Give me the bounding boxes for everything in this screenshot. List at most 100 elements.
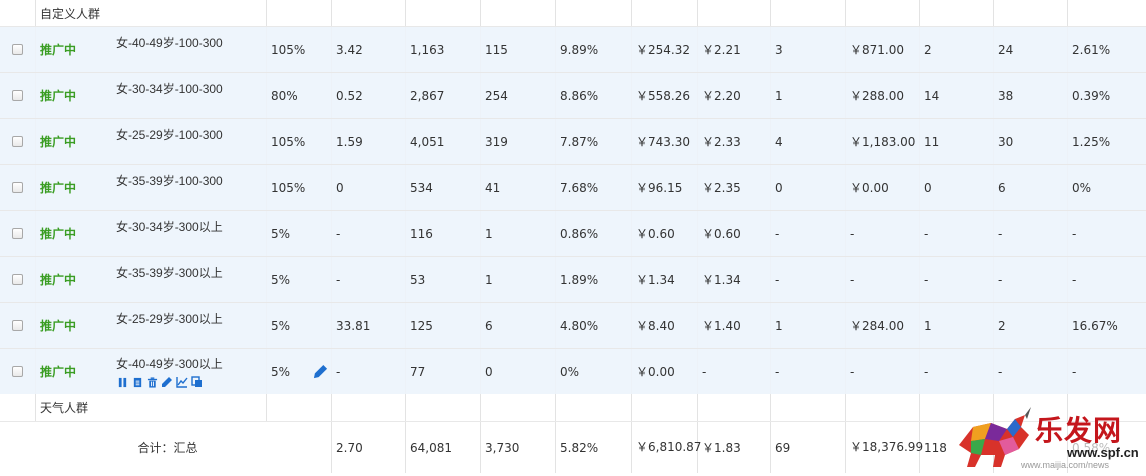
status-text: 推广中 <box>40 135 77 149</box>
status-text: 推广中 <box>40 89 77 103</box>
crowd-name: 女-35-39岁-100-300 <box>116 174 223 188</box>
cell-amount: ￥0.00 <box>846 165 920 210</box>
cell-cpc: ￥2.35 <box>698 165 771 210</box>
edit-icon[interactable] <box>161 376 173 388</box>
cell-ctr: 9.89% <box>556 27 632 72</box>
cell-c2: 3 <box>771 27 846 72</box>
row-checkbox[interactable] <box>12 274 23 285</box>
edit-premium-icon[interactable] <box>313 364 329 380</box>
cell-c4: - <box>994 211 1068 256</box>
cell-clicks: 6 <box>481 303 556 348</box>
cell-c3: - <box>920 349 994 394</box>
cell-amount: - <box>846 349 920 394</box>
total-c5: 0.58% <box>1072 440 1111 455</box>
row-checkbox[interactable] <box>12 182 23 193</box>
section-label: 天气人群 <box>36 394 267 421</box>
status-text: 推广中 <box>40 227 77 241</box>
table-row: 推广中 女-25-29岁-100-300 105% 1.59 4,051 319 7.87%… <box>0 119 1146 165</box>
cell-c1: - <box>332 211 406 256</box>
watermark-url: www.spf.cn <box>1067 445 1139 460</box>
document-icon[interactable] <box>131 376 143 388</box>
status-text: 推广中 <box>40 181 77 195</box>
cell-cpc: ￥2.21 <box>698 27 771 72</box>
cell-c1: 33.81 <box>332 303 406 348</box>
cell-c2: 1 <box>771 73 846 118</box>
cell-c2: - <box>771 349 846 394</box>
cell-ctr: 1.89% <box>556 257 632 302</box>
cell-c5: - <box>1072 226 1077 241</box>
cell-c4: 38 <box>994 73 1068 118</box>
crowd-name: 女-35-39岁-300以上 <box>116 266 223 280</box>
table-row: 推广中 女-40-49岁-100-300 105% 3.42 1,163 115 9.89%… <box>0 27 1146 73</box>
cell-cpc: ￥1.40 <box>698 303 771 348</box>
cell-c5: 1.25% <box>1072 134 1111 149</box>
cell-c3: 14 <box>920 73 994 118</box>
cell-c3: 1 <box>920 303 994 348</box>
row-action-toolbar <box>116 376 223 388</box>
row-checkbox[interactable] <box>12 228 23 239</box>
table-row: 推广中 女-30-34岁-300以上 5% -116 1 0.86% ￥0.60 ￥0.60-… <box>0 211 1146 257</box>
cell-impressions: 116 <box>406 211 481 256</box>
cell-c5: 0% <box>1072 180 1092 195</box>
cell-c3: 0 <box>920 165 994 210</box>
status-text: 推广中 <box>40 273 77 287</box>
status-text: 推广中 <box>40 365 77 379</box>
total-impressions: 64,081 <box>406 422 481 473</box>
cell-c2: 0 <box>771 165 846 210</box>
bull-logo-icon <box>959 407 1031 467</box>
total-ctr: 5.82% <box>556 422 632 473</box>
chart-icon[interactable] <box>176 376 188 388</box>
cell-c4: 2 <box>994 303 1068 348</box>
cell-c1: 3.42 <box>332 27 406 72</box>
row-checkbox[interactable] <box>12 136 23 147</box>
cell-impressions: 53 <box>406 257 481 302</box>
cell-clicks: 319 <box>481 119 556 164</box>
cell-clicks: 1 <box>481 211 556 256</box>
cell-c5: - <box>1072 364 1077 379</box>
cell-c4: 24 <box>994 27 1068 72</box>
cell-c3: - <box>920 257 994 302</box>
cell-premium: 105% <box>267 119 332 164</box>
crowd-name: 女-25-29岁-100-300 <box>116 128 223 142</box>
crowd-name: 女-30-34岁-100-300 <box>116 82 223 96</box>
cell-c1: - <box>332 257 406 302</box>
crowd-name: 女-30-34岁-300以上 <box>116 220 223 234</box>
cell-c5: - <box>1072 272 1077 287</box>
cell-ctr: 0% <box>556 349 632 394</box>
pause-icon[interactable] <box>116 376 128 388</box>
trash-icon[interactable] <box>146 376 158 388</box>
cell-clicks: 115 <box>481 27 556 72</box>
cell-c3: 2 <box>920 27 994 72</box>
row-checkbox[interactable] <box>12 320 23 331</box>
cell-premium: 5% <box>267 257 332 302</box>
cell-impressions: 2,867 <box>406 73 481 118</box>
cell-ctr: 7.87% <box>556 119 632 164</box>
cell-c3: - <box>920 211 994 256</box>
cell-cost: ￥96.15 <box>632 165 698 210</box>
table-row: 推广中 女-40-49岁-300以上 5% -77 0 0% ￥0.00- - - - - - <box>0 349 1146 395</box>
cell-premium: 5% <box>267 303 332 348</box>
cell-cost: ￥8.40 <box>632 303 698 348</box>
cell-c5: 16.67% <box>1072 318 1118 333</box>
cell-c4: - <box>994 257 1068 302</box>
cell-impressions: 534 <box>406 165 481 210</box>
table-row: 推广中 女-25-29岁-300以上 5% 33.81 125 6 4.80% ￥8.40 ￥1… <box>0 303 1146 349</box>
cell-cpc: ￥1.34 <box>698 257 771 302</box>
cell-cost: ￥0.60 <box>632 211 698 256</box>
crowd-name: 女-40-49岁-100-300 <box>116 36 223 50</box>
cell-c3: 11 <box>920 119 994 164</box>
cell-cost: ￥558.26 <box>632 73 698 118</box>
watermark-logo: 乐发网 www.spf.cn www.maijia.com/news <box>955 405 1146 473</box>
copy-icon[interactable] <box>191 376 203 388</box>
cell-cpc: - <box>698 349 771 394</box>
crowd-name-block: 女-40-49岁-100-300 <box>116 34 223 51</box>
row-checkbox[interactable] <box>12 44 23 55</box>
cell-c1: 0 <box>332 165 406 210</box>
cell-cpc: ￥0.60 <box>698 211 771 256</box>
cell-c1: 1.59 <box>332 119 406 164</box>
cell-cpc: ￥2.33 <box>698 119 771 164</box>
row-checkbox[interactable] <box>12 366 23 377</box>
table-row: 推广中 女-35-39岁-100-300 105% 0 534 41 7.68% ￥96.15… <box>0 165 1146 211</box>
cell-c2: - <box>771 211 846 256</box>
row-checkbox[interactable] <box>12 90 23 101</box>
